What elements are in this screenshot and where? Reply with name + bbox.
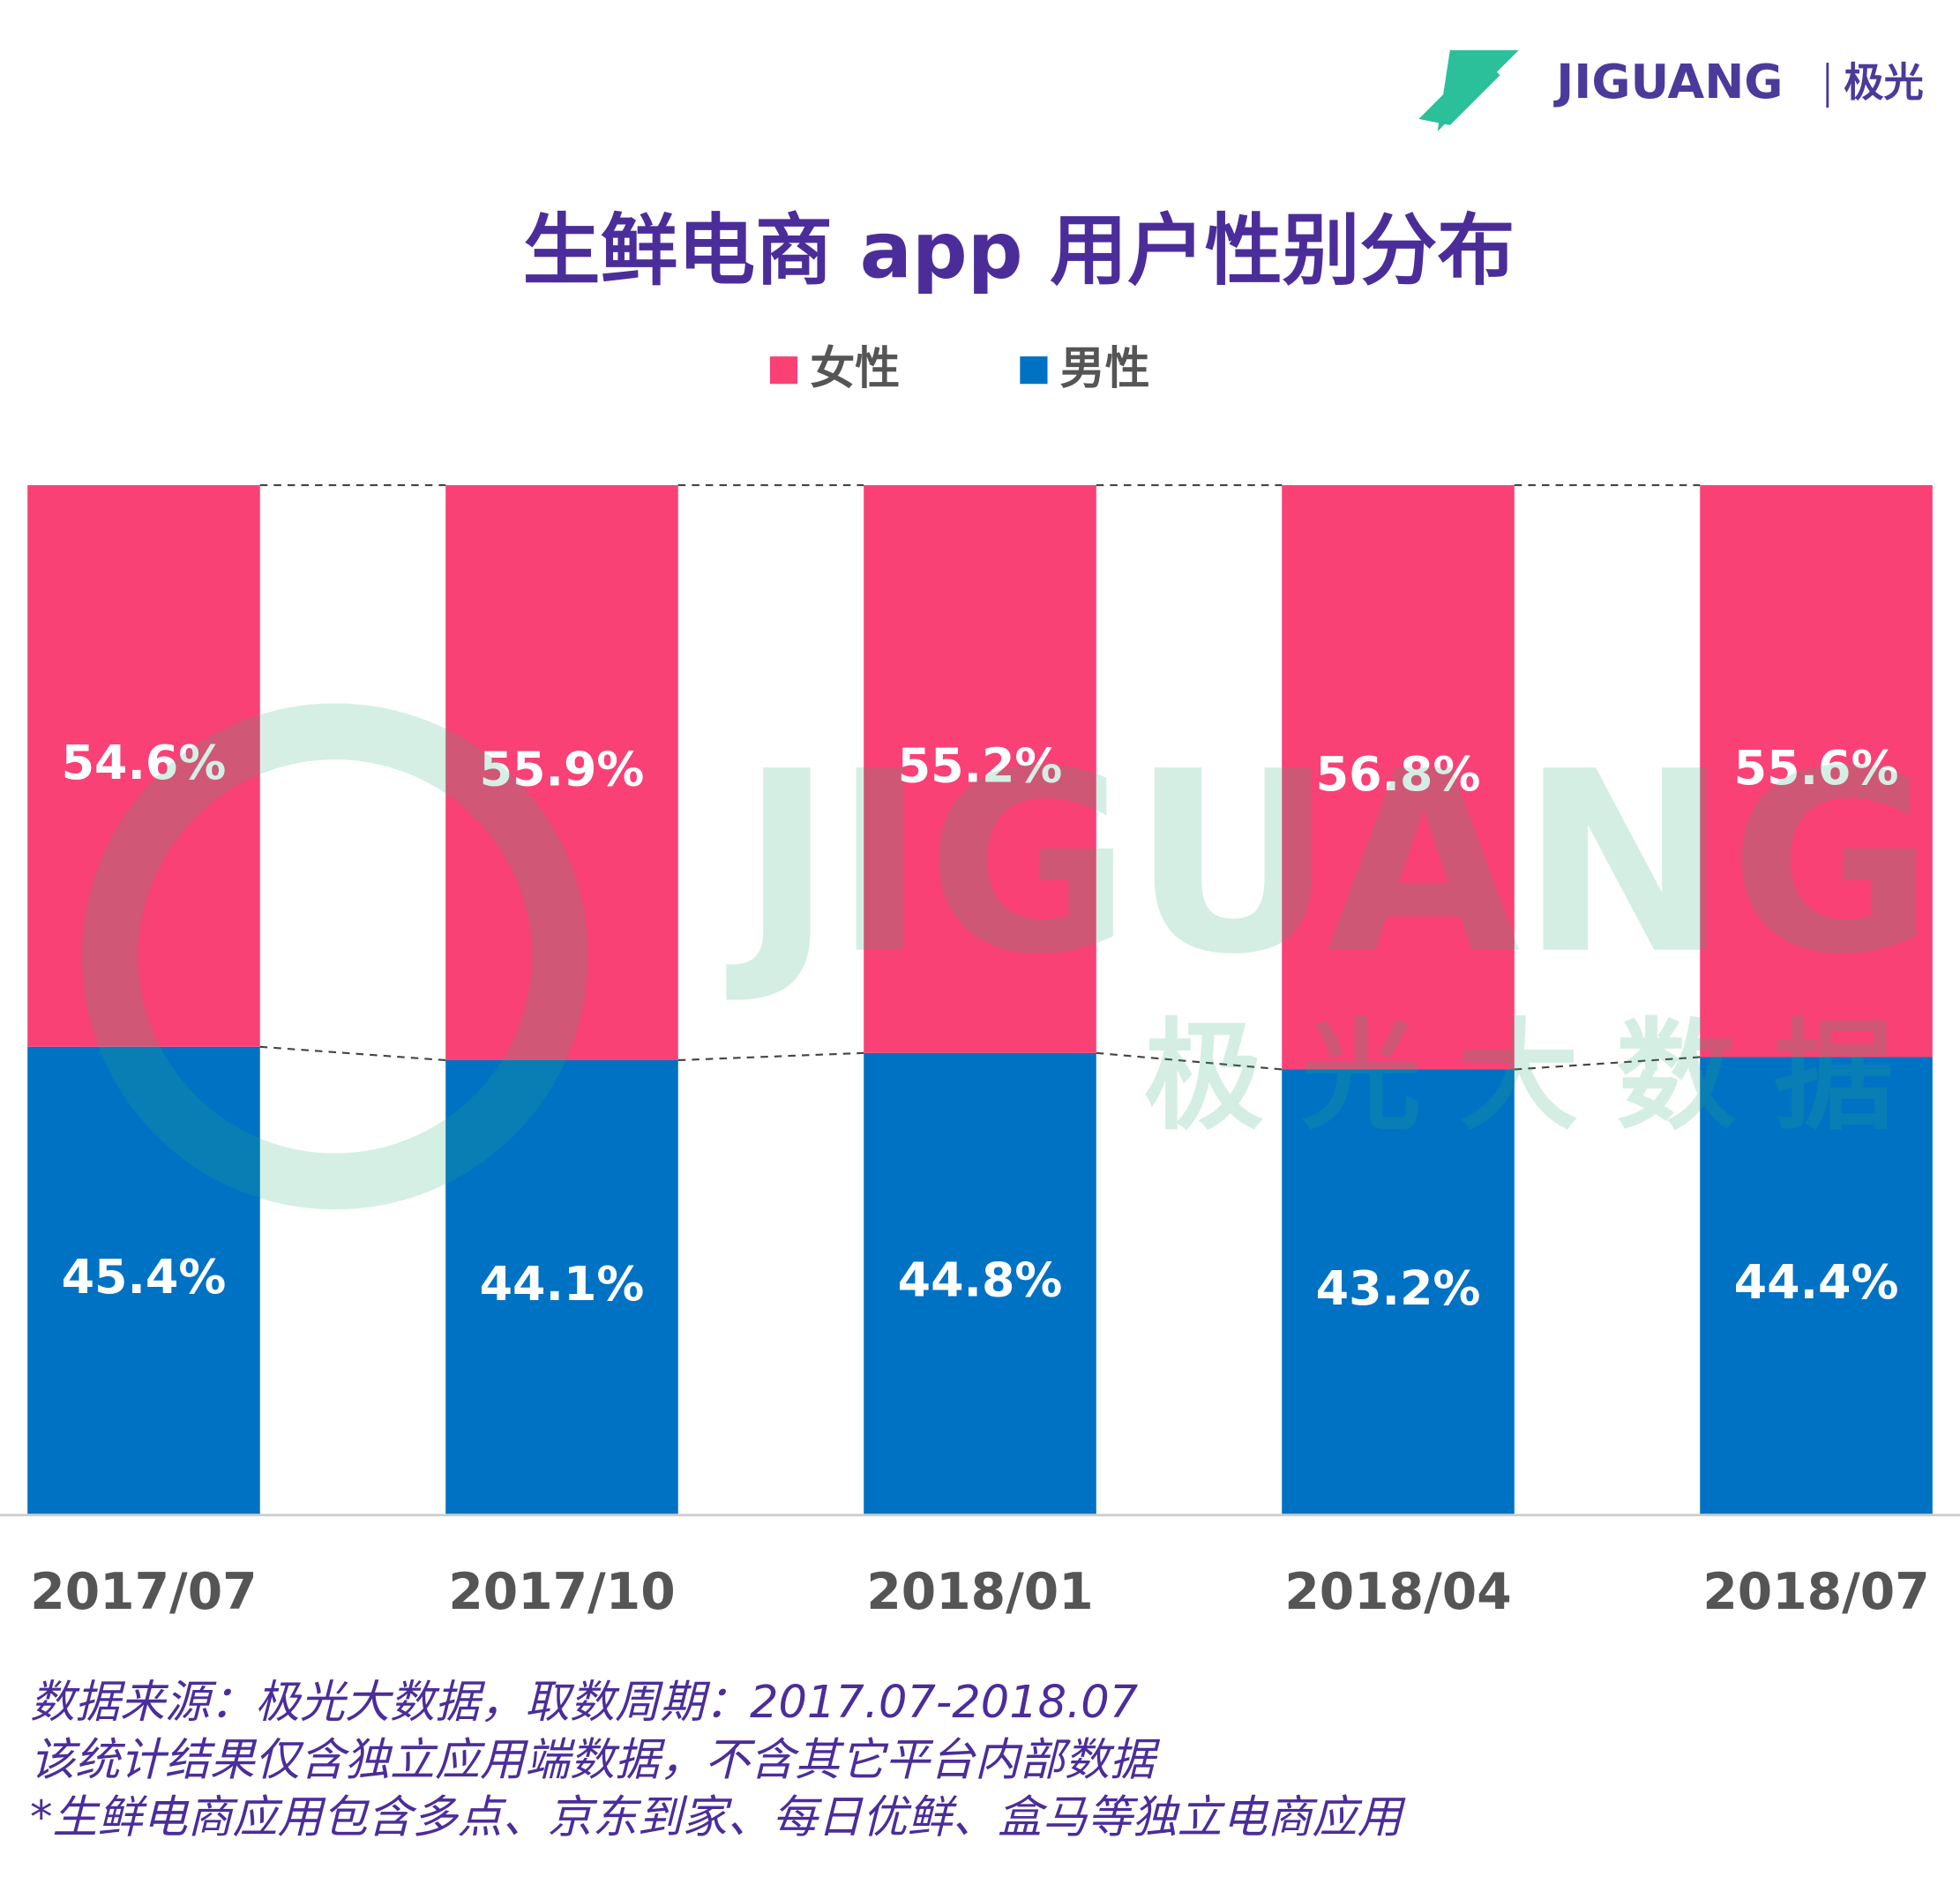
connector: [1096, 1051, 1283, 1071]
brand-cn: 极光: [1844, 59, 1924, 106]
data-label: 45.4%: [62, 1249, 227, 1305]
data-label: 54.6%: [62, 735, 227, 790]
x-tick-label: 2018/01: [866, 1563, 1093, 1621]
x-tick-label: 2018/07: [1702, 1563, 1929, 1621]
data-label: 55.6%: [1734, 740, 1899, 796]
legend-swatch: [769, 356, 798, 385]
logo: JIGUANG 极光: [1418, 49, 1924, 132]
plot: 45.4% 54.6% 2017/07 44.1% 55.9% 2017/10 44.8% 5…: [0, 483, 1960, 1621]
connector: [1514, 1056, 1701, 1071]
x-tick-label: 2018/04: [1284, 1563, 1511, 1621]
notes: 数据来源：极光大数据，取数周期：2017.07-2018.07该统计结果仅含独立…: [30, 1677, 1407, 1843]
data-label: 43.2%: [1316, 1260, 1481, 1316]
bar-segment: [27, 1046, 260, 1514]
bar-segment: [1700, 1057, 1933, 1514]
data-label: 56.8%: [1316, 746, 1481, 802]
connector: [259, 1045, 446, 1062]
legend-label: 女性: [810, 343, 900, 395]
x-tick-label: 2017/10: [448, 1563, 675, 1621]
note: 该统计结果仅含独立应用端数据，不含其它平台内部数据: [30, 1734, 1161, 1786]
bar-segment: [445, 1059, 678, 1514]
brand: JIGUANG: [1552, 54, 1783, 109]
legend-label: 男性: [1060, 343, 1150, 395]
bar-segment: [1282, 1069, 1515, 1514]
bar-segment: [1700, 485, 1933, 1058]
watermark: JIGUANG: [725, 718, 1935, 1009]
connector: [677, 1051, 864, 1062]
bar-segment: [1282, 485, 1515, 1070]
note: 数据来源：极光大数据，取数周期：2017.07-2018.07: [30, 1677, 1138, 1729]
watermark-icon: [81, 703, 588, 1210]
data-label: 44.1%: [480, 1256, 645, 1312]
chart-title: 生鲜电商 app 用户性别分布: [523, 206, 1515, 296]
data-label: 44.8%: [898, 1252, 1063, 1308]
logo-icon: [1418, 49, 1519, 132]
data-label: 55.2%: [898, 738, 1063, 794]
bar-segment: [864, 1052, 1096, 1514]
legend: 女性 男性: [769, 343, 1150, 395]
bar-segment: [445, 485, 678, 1060]
legend-swatch: [1020, 356, 1048, 385]
bar-segment: [864, 485, 1096, 1053]
watermark-sub: 极光大数据: [1144, 1007, 1932, 1147]
data-label: 55.9%: [480, 742, 645, 797]
bar-segment: [27, 485, 260, 1047]
x-tick-label: 2017/07: [30, 1563, 257, 1621]
note: *生鲜电商应用包含多点、京东到家、每日优鲜、盒马等独立电商应用: [30, 1792, 1407, 1844]
data-label: 44.4%: [1734, 1254, 1899, 1310]
